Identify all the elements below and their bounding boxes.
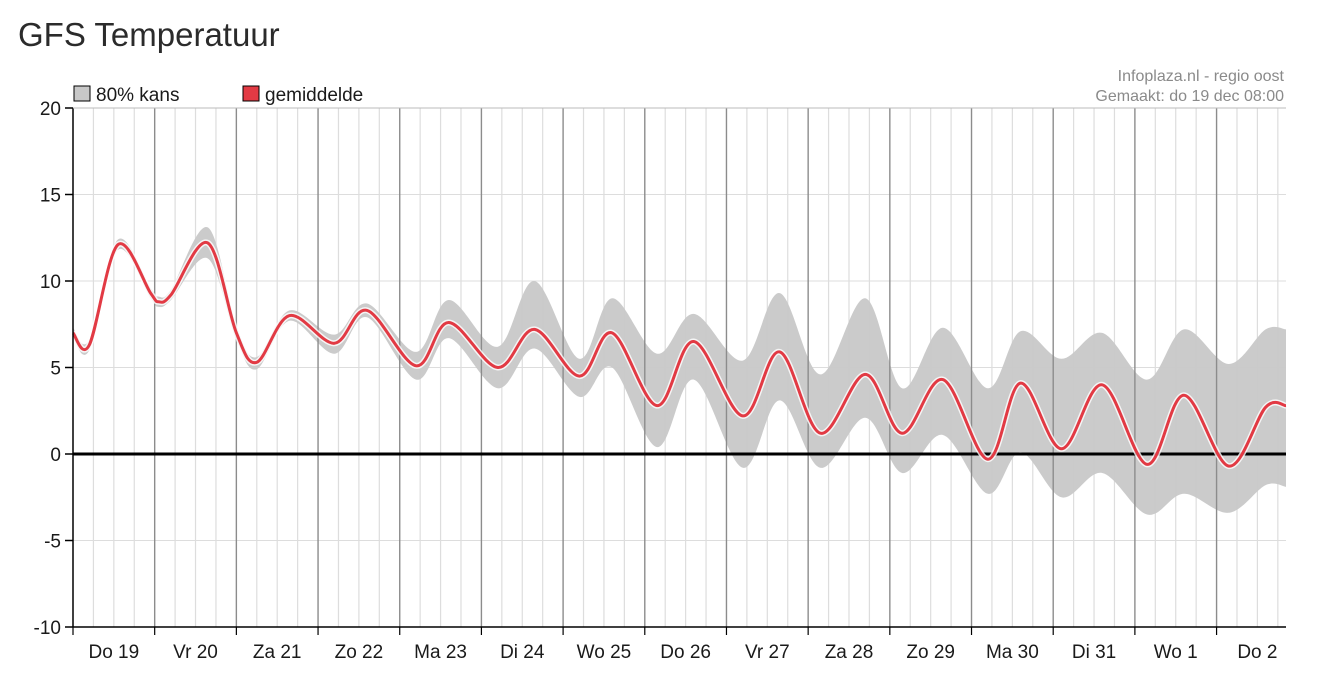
confidence-band-80: [73, 226, 1286, 515]
legend-label-mean: gemiddelde: [265, 85, 363, 106]
y-tick-label: 0: [50, 445, 61, 466]
x-tick-label: Zo 29: [906, 642, 955, 663]
y-tick-label: -10: [34, 618, 61, 639]
x-tick-label: Za 28: [825, 642, 874, 663]
plot-area: 20 15 10 5 0 -5 -10 Do 19 Vr 20 Za 21 Zo 22 Ma 23 Di…: [34, 99, 1287, 663]
legend-swatch-mean: [242, 85, 260, 102]
x-tick-label: Ma 30: [986, 642, 1039, 663]
x-tick-label: Vr 20: [173, 642, 218, 663]
x-tick-label: Wo 1: [1154, 642, 1198, 663]
legend-label-band: 80% kans: [96, 85, 179, 106]
y-tick-label: -5: [44, 532, 61, 553]
y-tick-label: 20: [40, 99, 61, 120]
y-tick-label: 15: [40, 186, 61, 207]
x-tick-label: Di 24: [500, 642, 545, 663]
y-tick-label: 10: [40, 272, 61, 293]
source-credit: Infoplaza.nl - regio oost: [1118, 68, 1285, 85]
x-tick-label: Za 21: [253, 642, 302, 663]
x-tick-label: Vr 27: [745, 642, 790, 663]
x-tick-label: Do 19: [88, 642, 139, 663]
x-tick-label: Zo 22: [335, 642, 384, 663]
x-tick-label: Di 31: [1072, 642, 1116, 663]
page-title: GFS Temperatuur: [18, 16, 280, 53]
source-timestamp: Gemaakt: do 19 dec 08:00: [1095, 88, 1284, 105]
legend: 80% kans gemiddelde: [73, 85, 363, 106]
x-tick-label: Do 2: [1237, 642, 1277, 663]
y-tick-label: 5: [50, 359, 61, 380]
x-tick-label: Wo 25: [577, 642, 632, 663]
x-tick-label: Ma 23: [414, 642, 467, 663]
legend-swatch-band: [73, 85, 91, 102]
x-tick-label: Do 26: [660, 642, 711, 663]
mean-temperature-line: [71, 241, 1287, 468]
